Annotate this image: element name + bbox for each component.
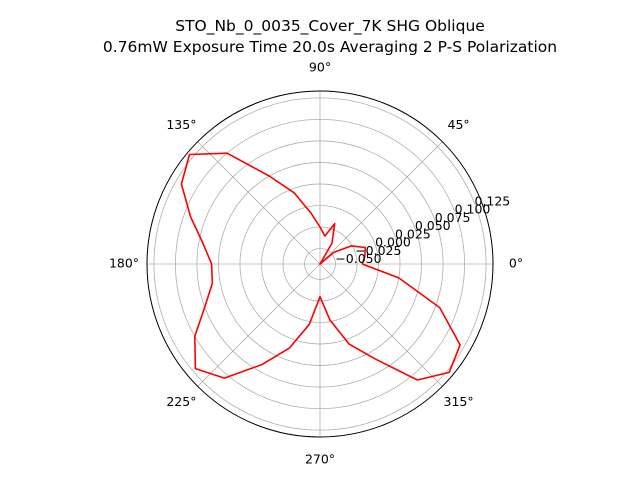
radial-tick-label: −0.025: [355, 243, 401, 258]
theta-tick-label: 180°: [109, 256, 139, 271]
theta-tick-label: 315°: [444, 394, 474, 409]
polar-frame: [146, 90, 494, 438]
theta-tick-label: 270°: [305, 452, 335, 467]
theta-tick-label: 0°: [509, 256, 523, 271]
chart-subtitle: 0.76mW Exposure Time 20.0s Averaging 2 P…: [103, 38, 557, 56]
theta-tick-label: 45°: [448, 117, 470, 132]
radial-tick-label: −0.050: [335, 251, 381, 266]
radial-tick-label: 0.000: [375, 235, 411, 250]
series-layer: [180, 152, 461, 381]
polar-grid: [146, 90, 494, 438]
radial-tick-label: 0.100: [455, 202, 491, 217]
radial-tick-label: 0.050: [415, 218, 451, 233]
angular-grid-line: [197, 141, 321, 265]
radial-tick-label: 0.025: [395, 226, 431, 241]
series-line: [180, 152, 461, 381]
chart-title: STO_Nb_0_0035_Cover_7K SHG Oblique: [175, 17, 485, 36]
angular-grid-line: [197, 263, 321, 387]
radial-tick-labels: −0.050−0.0250.0000.0250.0500.0750.1000.1…: [335, 193, 510, 266]
theta-tick-label: 135°: [166, 117, 196, 132]
theta-tick-label: 225°: [166, 394, 196, 409]
theta-tick-label: 90°: [309, 60, 331, 75]
angular-grid-line: [319, 141, 443, 265]
radial-tick-label: 0.125: [474, 193, 510, 208]
angular-grid-line: [319, 263, 443, 387]
radial-tick-label: 0.075: [435, 210, 471, 225]
theta-tick-labels: 0° 45° 90° 135° 180° 225° 270° 315°: [109, 60, 523, 467]
